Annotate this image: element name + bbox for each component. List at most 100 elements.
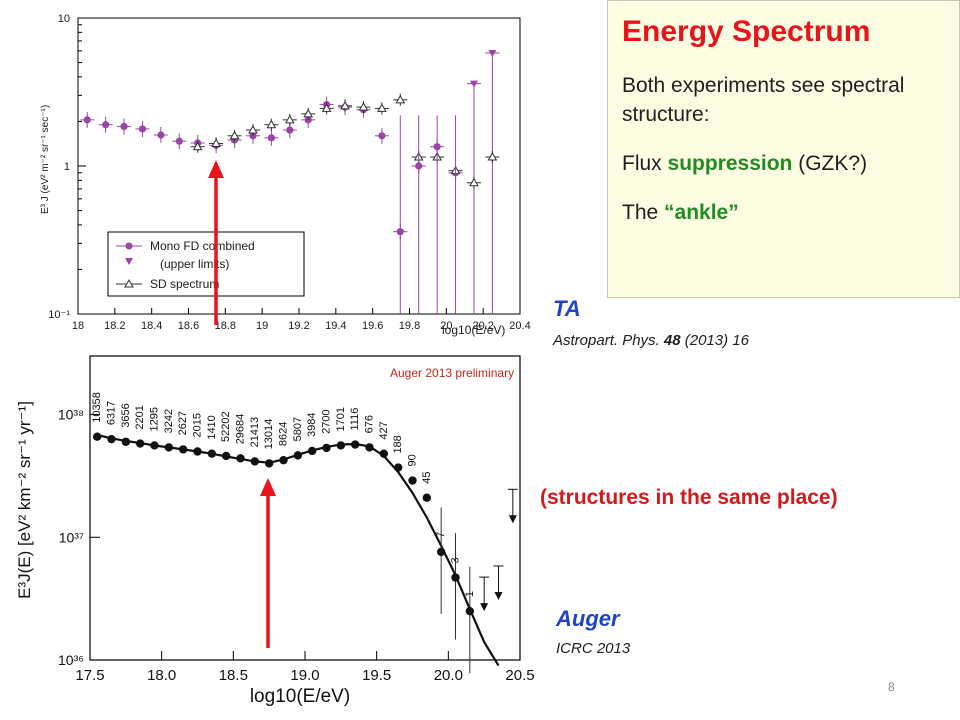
ta-upper-limit-marker: [488, 50, 497, 58]
ta-sd-point: [266, 119, 277, 129]
auger-data-point: [193, 447, 202, 456]
ta-fd-point: [120, 122, 128, 131]
auger-event-count: 3: [450, 557, 462, 563]
auger-data-point: [365, 443, 374, 452]
auger-upper-limit-arrow: [494, 592, 503, 601]
ta-x-tick-label: 19.2: [288, 320, 309, 332]
auger-event-count: 8624: [278, 422, 290, 446]
auger-y-axis-label: E³J(E) [eV² km⁻² sr⁻¹ yr⁻¹]: [15, 401, 34, 599]
ta-x-tick-label: 19: [256, 320, 268, 332]
auger-event-count: 90: [407, 454, 419, 466]
ta-upper-limit-marker: [469, 80, 478, 88]
auger-event-count: 3656: [120, 403, 132, 427]
ta-sd-point: [248, 125, 258, 134]
box-title: Energy Spectrum: [622, 15, 871, 48]
ta-legend: Mono FD combined (upper limits) SD spect…: [107, 231, 305, 297]
auger-data-point: [92, 432, 102, 441]
ta-y-axis-label: E³ J (eV² m⁻² sr⁻¹ sec⁻¹): [40, 105, 51, 214]
auger-y-tick-label: 10³⁸: [58, 407, 84, 423]
auger-spectrum-chart: 17.5 18.0 18.5 19.0 19.5 20.0 20.5 10³⁶ 10³⁷ 10³…: [15, 355, 535, 707]
auger-data-point: [250, 457, 260, 466]
ta-sd-point: [192, 141, 203, 151]
auger-data-point: [264, 459, 274, 468]
ta-x-tick-label: 20: [440, 320, 452, 332]
auger-data-point: [436, 547, 446, 557]
auger-event-count: 13014: [263, 419, 275, 450]
auger-plot-frame: [89, 355, 521, 661]
ta-x-tick-label: 18.4: [141, 320, 162, 332]
auger-event-count: 676: [364, 415, 376, 433]
auger-event-count: 2201: [134, 405, 146, 429]
legend-upper-limits: (upper limits): [160, 257, 229, 271]
auger-label: Auger: [556, 606, 620, 631]
ta-x-tick-label: 19.4: [325, 320, 346, 332]
ta-x-tick-label: 20.2: [472, 320, 493, 332]
auger-y-tick-label: 10³⁶: [58, 652, 84, 668]
legend-open-triangle-marker: [124, 278, 134, 288]
auger-data-point: [164, 443, 174, 452]
auger-x-tick-label: 17.5: [75, 667, 104, 684]
auger-event-count: 427: [378, 421, 390, 439]
same-place-note: (structures in the same place): [540, 486, 838, 509]
auger-event-count: 5807: [292, 417, 304, 441]
auger-data-point: [408, 476, 417, 485]
auger-x-tick-label: 18.5: [219, 667, 248, 684]
legend-triangle-down-marker: [125, 258, 133, 265]
auger-data-point: [121, 437, 131, 446]
ta-ref-volume: 48: [663, 332, 681, 349]
ta-fd-point: [267, 134, 275, 142]
auger-data-point: [178, 445, 188, 454]
auger-x-tick-label: 18.0: [147, 667, 176, 684]
ta-fd-point: [378, 132, 386, 140]
auger-data-point: [236, 454, 245, 463]
ta-sd-point: [377, 103, 387, 112]
ankle-prefix: The: [622, 201, 665, 224]
ta-sd-point: [340, 100, 350, 110]
ta-fd-point: [138, 125, 147, 133]
ta-x-tick-label: 19.8: [399, 320, 420, 332]
auger-event-count: 2700: [321, 409, 333, 433]
box-line-ankle: The “ankle”: [622, 198, 947, 227]
suppression-word: suppression: [667, 152, 793, 175]
auger-event-count: 6317: [106, 401, 118, 425]
ta-y-tick-label: 10⁻¹: [48, 309, 70, 321]
ta-y-tick-label: 1: [64, 161, 70, 173]
ta-sd-point: [211, 138, 221, 147]
ta-x-tick-label: 18: [72, 320, 84, 332]
auger-event-count: 10358: [91, 392, 103, 423]
auger-event-count: 2015: [192, 413, 204, 437]
ta-spectrum-chart: 18 18.2 18.4 18.6 18.8 19 19.2 19.4 19.6 19.8 20 20…: [40, 13, 531, 337]
ta-x-tick-label: 18.2: [104, 320, 125, 332]
suppression-suffix: (GZK?): [792, 152, 868, 175]
auger-data-point: [135, 439, 145, 448]
ta-ref-journal: Astropart. Phys.: [553, 332, 664, 349]
auger-event-count: 21413: [249, 417, 261, 448]
auger-event-count: 7: [435, 532, 447, 538]
auger-event-count: 1: [464, 591, 476, 597]
ta-sd-point: [321, 103, 332, 112]
auger-data-point: [307, 446, 317, 456]
auger-data-point: [279, 455, 288, 465]
auger-data-point: [451, 573, 460, 582]
auger-event-count: 1701: [335, 407, 347, 431]
ta-fd-point: [83, 116, 91, 124]
ta-sd-point: [469, 177, 479, 187]
auger-event-count: 3242: [163, 409, 175, 433]
auger-data-point: [322, 443, 331, 453]
auger-data-point: [221, 451, 231, 461]
auger-event-count: 1116: [349, 408, 361, 431]
auger-event-count: 1410: [206, 415, 218, 439]
auger-data-point: [293, 451, 303, 460]
ta-sd-point: [284, 114, 295, 124]
ta-fd-point: [286, 126, 294, 134]
auger-event-count: 52202: [220, 411, 232, 442]
auger-x-tick-label: 20.0: [434, 667, 463, 684]
ta-x-axis-label: log10(E/eV): [442, 323, 505, 337]
ta-reference: Astropart. Phys. 48 (2013) 16: [553, 332, 749, 349]
auger-reference: ICRC 2013: [556, 640, 631, 657]
auger-event-count: 3984: [306, 412, 318, 436]
auger-data-point: [379, 449, 389, 458]
ta-label: TA: [553, 296, 581, 321]
ta-sd-point: [487, 152, 498, 161]
ta-sd-point: [229, 130, 240, 140]
